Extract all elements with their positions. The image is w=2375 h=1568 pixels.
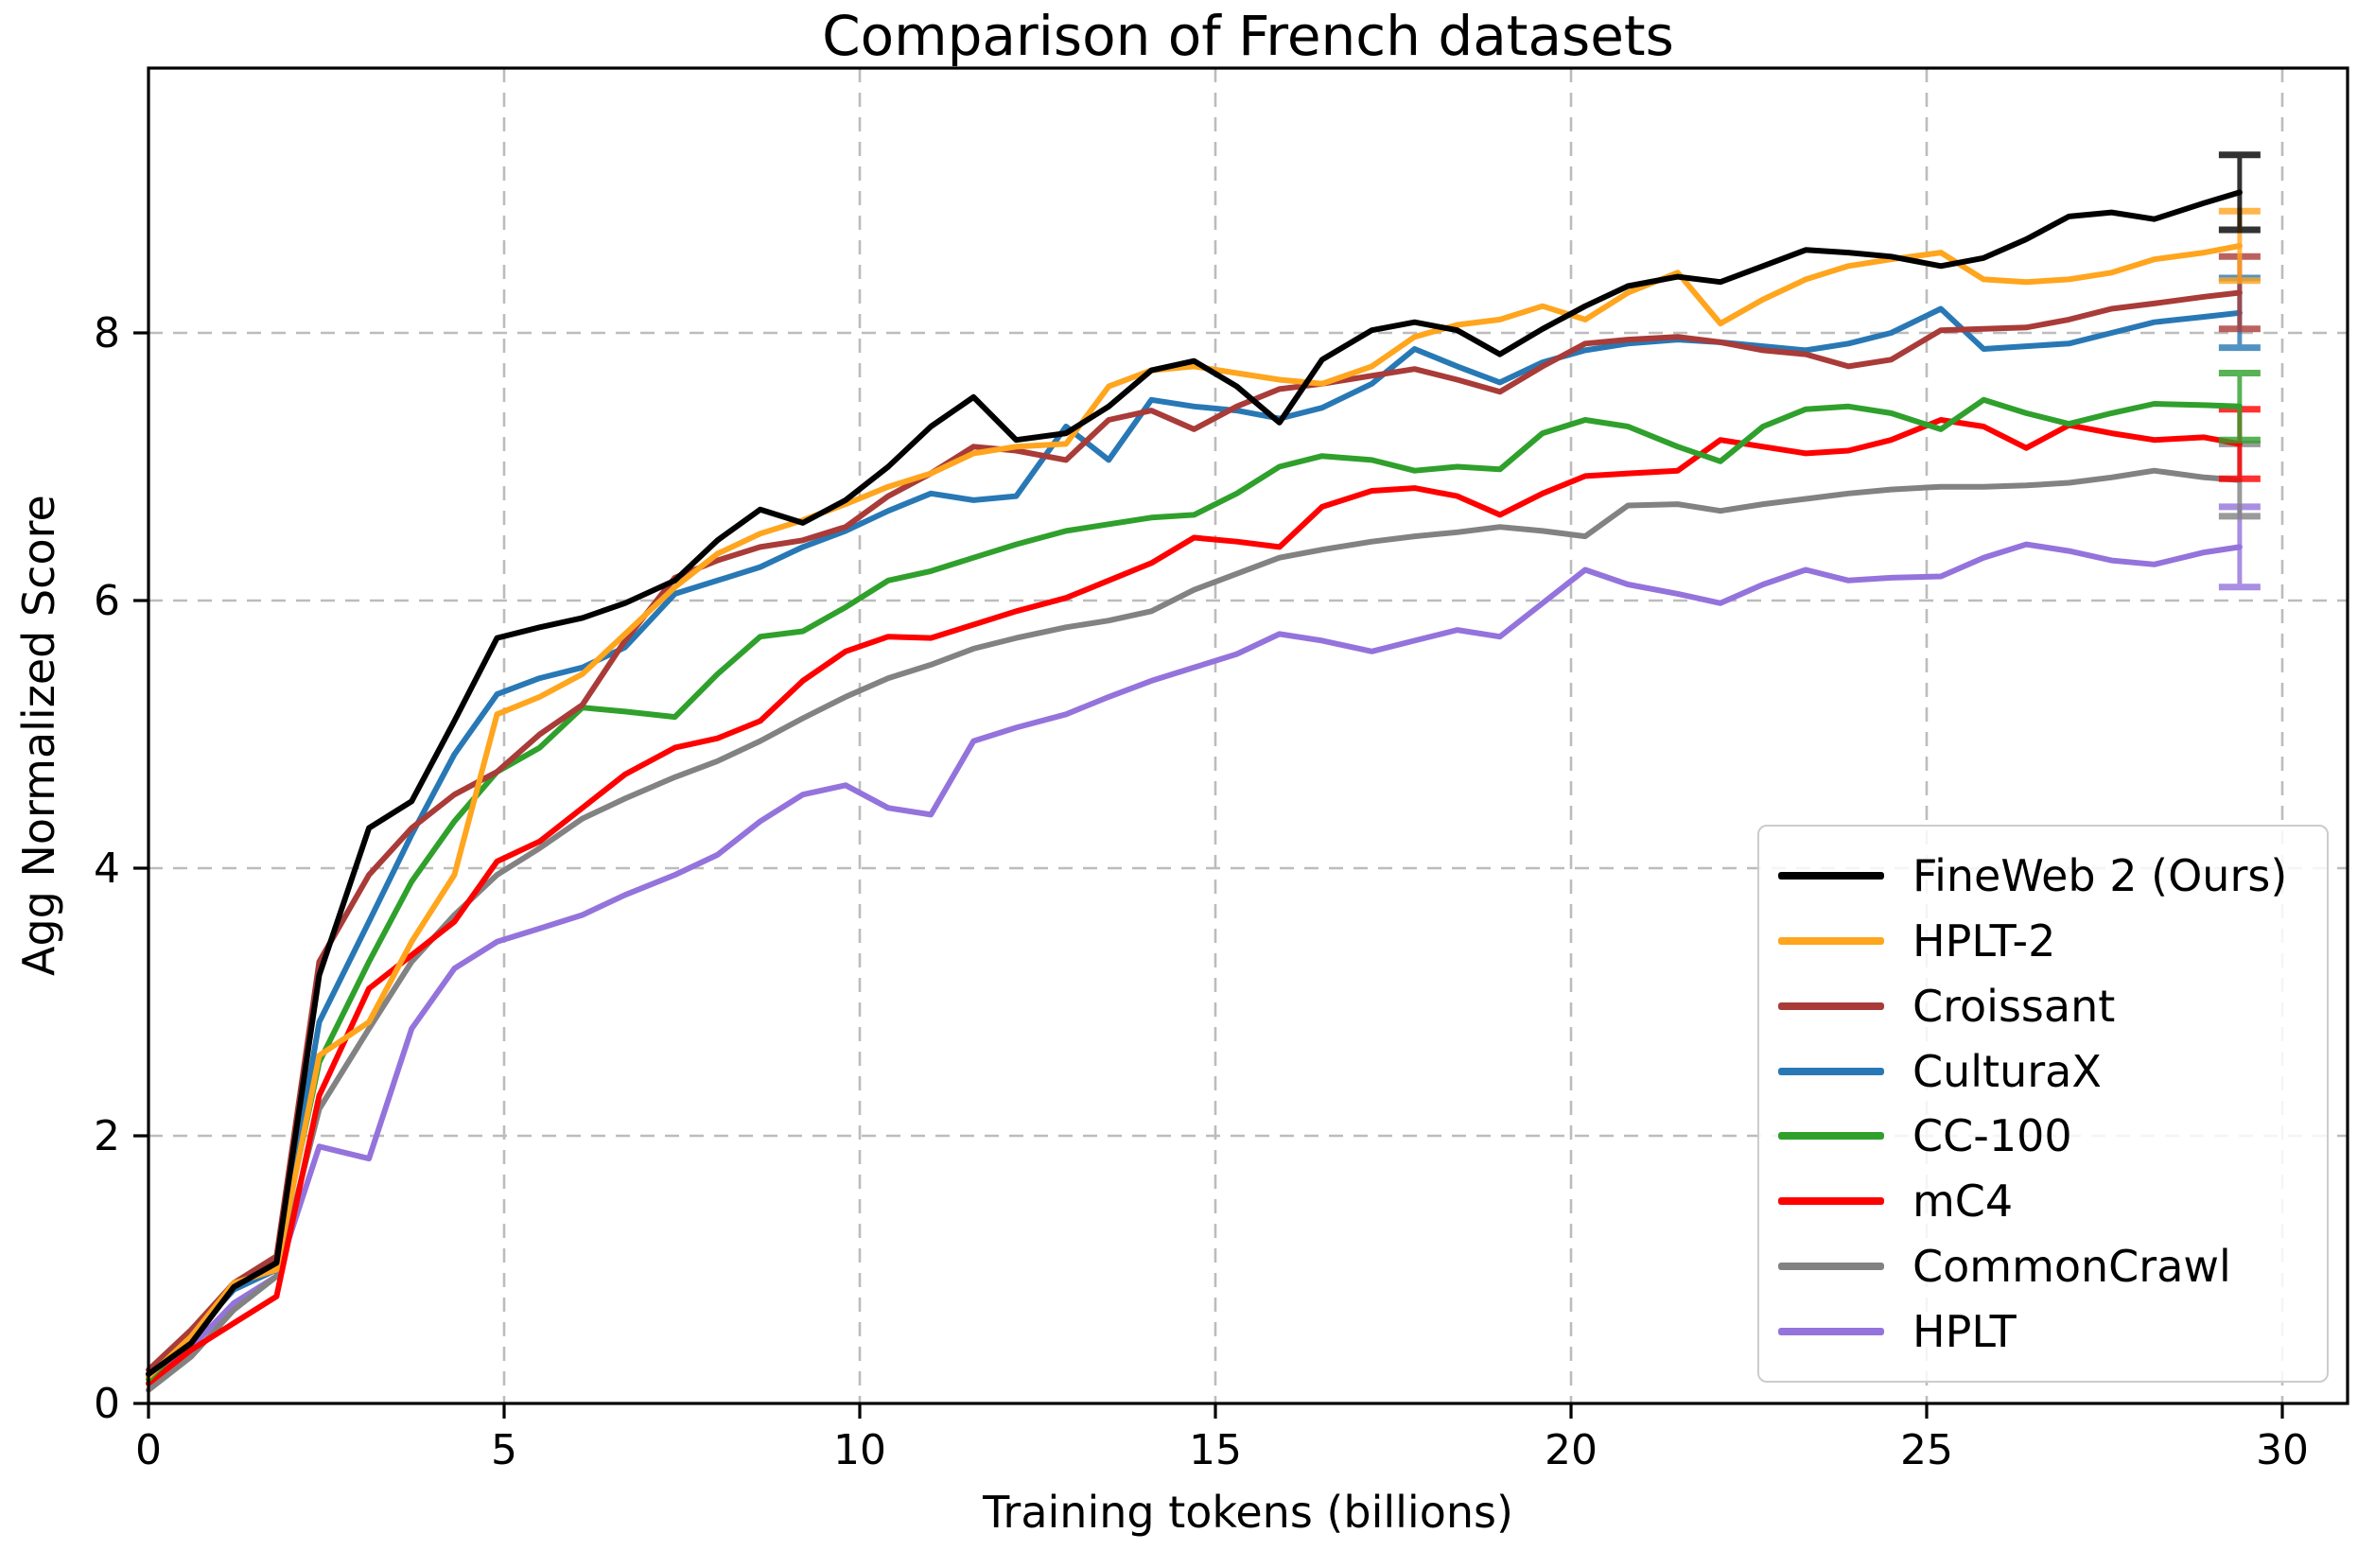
y-tick-label-8: 8 <box>94 309 120 357</box>
x-tick-label-15: 15 <box>1189 1426 1242 1474</box>
legend-entry-croissant: Croissant <box>1778 984 2327 1028</box>
legend-entry-fineweb-2-ours: FineWeb 2 (Ours) <box>1778 854 2327 897</box>
series-line-croissant <box>146 289 2243 1373</box>
legend-swatch-fineweb-2-ours <box>1778 871 1884 880</box>
errorbar-fineweb-2-ours <box>2218 151 2261 234</box>
series-line-mc4 <box>146 417 2243 1386</box>
x-tick-label-10: 10 <box>833 1426 886 1474</box>
legend-swatch-commoncrawl <box>1778 1263 1884 1271</box>
legend-label-hplt-2: HPLT-2 <box>1912 915 2056 967</box>
legend-swatch-culturax <box>1778 1067 1884 1075</box>
legend-label-mc4: mC4 <box>1912 1176 2014 1228</box>
legend-swatch-mc4 <box>1778 1197 1884 1206</box>
y-tick-label-6: 6 <box>94 577 120 625</box>
chart-title: Comparison of French datasets <box>822 4 1674 68</box>
y-tick-label-0: 0 <box>94 1380 120 1428</box>
y-tick-label-2: 2 <box>94 1112 120 1160</box>
legend-label-hplt: HPLT <box>1912 1306 2017 1357</box>
x-tick-label-5: 5 <box>491 1426 517 1474</box>
legend-label-cc-100: CC-100 <box>1912 1110 2072 1162</box>
legend-swatch-cc-100 <box>1778 1132 1884 1141</box>
legend-label-culturax: CulturaX <box>1912 1045 2102 1097</box>
legend-entry-commoncrawl: CommonCrawl <box>1778 1245 2327 1288</box>
x-tick-label-20: 20 <box>1545 1426 1598 1474</box>
series-line-hplt <box>146 541 2243 1386</box>
legend-entry-mc4: mC4 <box>1778 1179 2327 1223</box>
legend-entry-hplt: HPLT <box>1778 1310 2327 1353</box>
y-tick-label-4: 4 <box>94 845 120 893</box>
legend-swatch-hplt <box>1778 1328 1884 1335</box>
x-axis-label: Training tokens (billions) <box>983 1487 1513 1538</box>
legend-entry-cc-100: CC-100 <box>1778 1114 2327 1158</box>
x-tick-label-25: 25 <box>1900 1426 1953 1474</box>
legend-swatch-hplt-2 <box>1778 936 1884 945</box>
plot-border <box>147 66 2349 1405</box>
legend-entry-hplt-2: HPLT-2 <box>1778 919 2327 963</box>
errorbar-cc-100 <box>2218 370 2261 444</box>
legend-entry-culturax: CulturaX <box>1778 1050 2327 1093</box>
legend-label-fineweb-2-ours: FineWeb 2 (Ours) <box>1912 849 2288 901</box>
x-tick-label-30: 30 <box>2256 1426 2309 1474</box>
x-tick-label-0: 0 <box>135 1426 162 1474</box>
legend: FineWeb 2 (Ours) HPLT-2 Croissant CulturaX C… <box>1757 825 2329 1383</box>
legend-swatch-croissant <box>1778 1002 1884 1010</box>
series-line-commoncrawl <box>146 467 2243 1393</box>
series-line-culturax <box>146 305 2243 1380</box>
series-line-fineweb-2-ours <box>146 189 2243 1377</box>
legend-label-commoncrawl: CommonCrawl <box>1912 1241 2231 1293</box>
legend-label-croissant: Croissant <box>1912 980 2116 1032</box>
